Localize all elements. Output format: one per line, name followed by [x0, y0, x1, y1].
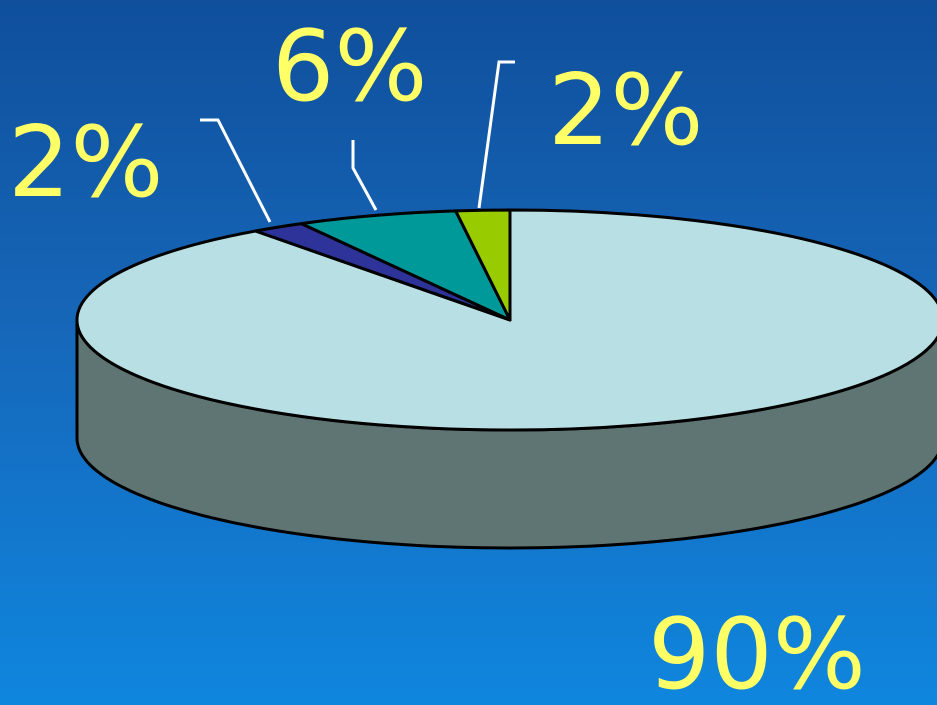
leader-line-3 [477, 60, 515, 209]
pie-slice-layer [75, 208, 937, 432]
label-layer: 90% 2% 6% 2% [8, 10, 866, 705]
slice-label-3: 2% [548, 54, 703, 168]
leader-line-1 [200, 118, 272, 223]
slice-label-0: 90% [648, 598, 866, 705]
leader-line-layer [200, 60, 515, 223]
pie-slice-3 [454, 208, 512, 322]
slice-label-2: 6% [272, 10, 427, 124]
pie-slice-2 [299, 209, 512, 322]
slice-label-1: 2% [8, 106, 163, 220]
leader-line-2 [351, 140, 378, 211]
